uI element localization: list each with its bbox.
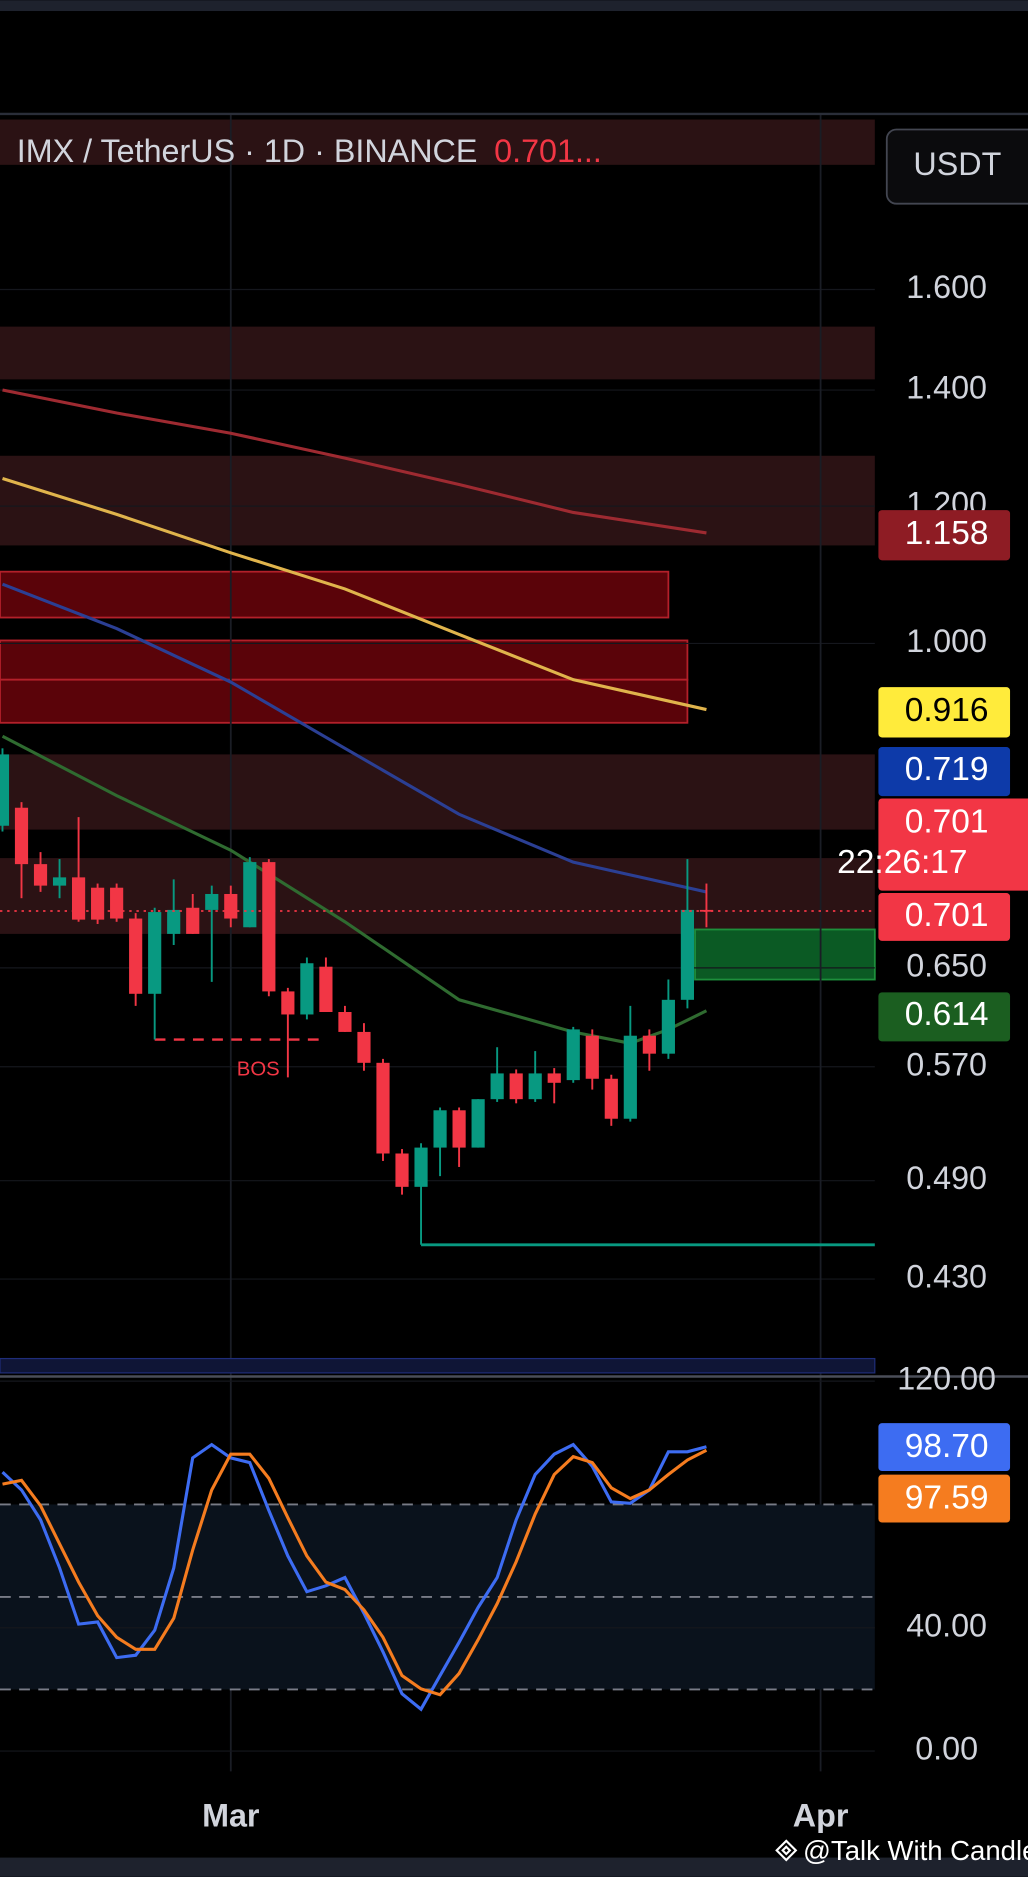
moving-average (2, 388, 707, 535)
candle-body (14, 807, 29, 865)
moving-average (2, 476, 707, 712)
candle-body (699, 909, 714, 912)
candle-body (661, 999, 675, 1054)
candle-body (414, 1147, 428, 1187)
candle-body (52, 877, 67, 886)
candle-body (224, 893, 238, 919)
zone (0, 326, 875, 380)
price-label-box (878, 510, 1011, 561)
price-label-box (878, 992, 1011, 1042)
y-tick-label: 0.00 (915, 1731, 978, 1767)
value-label: 98.70 (905, 1428, 989, 1465)
price-label: 0.916 (905, 692, 989, 729)
candle-body (129, 918, 143, 994)
price-label-box (878, 798, 1028, 891)
watermark: @Talk With Candle (803, 1835, 1028, 1866)
candle-body (376, 1062, 390, 1154)
candle-body (490, 1073, 504, 1100)
price-label: 0.701 (905, 897, 989, 934)
value-label-box (878, 1474, 1011, 1523)
candle-body (243, 862, 257, 928)
y-tick-label: 0.430 (906, 1259, 987, 1295)
level-band (0, 1504, 875, 1690)
y-tick-label: 0.490 (906, 1160, 987, 1196)
oscillator-pane (0, 1380, 875, 1752)
zone (0, 570, 670, 619)
candle-body (585, 1035, 599, 1079)
price-label-box (878, 893, 1011, 941)
countdown: 22:26:17 (837, 844, 967, 881)
candle-body (319, 966, 333, 1013)
candle-body (0, 754, 10, 826)
price-label-box (878, 747, 1011, 797)
y-tick-label: 120.00 (897, 1361, 996, 1397)
currency-button[interactable] (885, 128, 1028, 205)
y-tick-label: 1.000 (906, 623, 987, 659)
candle-body (91, 887, 105, 920)
candle-body (33, 864, 48, 886)
y-tick-label: 0.650 (906, 947, 987, 983)
watermark-icon (775, 1839, 798, 1862)
value-label: 97.59 (905, 1480, 989, 1517)
y-tick-label: 1.400 (906, 370, 987, 406)
candle-body (452, 1110, 466, 1148)
candle-body (471, 1099, 485, 1148)
zone (694, 928, 876, 981)
value-label-box (878, 1423, 1011, 1472)
candle-body (281, 991, 295, 1015)
candle-body (642, 1035, 656, 1054)
candle-body (186, 907, 200, 934)
x-tick-label: Mar (202, 1798, 260, 1834)
candle-body (338, 1012, 352, 1032)
price-label-box (878, 687, 1011, 738)
overlay: IMX / TetherUS · 1D · BINANCE 0.701... U… (17, 128, 1028, 1834)
price-label: 0.701 (905, 803, 989, 840)
moving-average (1, 734, 708, 1045)
zone (0, 754, 875, 830)
y-tick-label: 0.570 (906, 1046, 987, 1082)
candle-body (205, 893, 219, 910)
candle-body (395, 1153, 409, 1187)
candle-body (148, 912, 162, 994)
candle-body (547, 1073, 561, 1083)
currency-button-label[interactable]: USDT (913, 146, 1001, 182)
oscillator-line (2, 1448, 708, 1697)
candle-body (110, 887, 124, 919)
candle-body (262, 862, 276, 992)
candle-body (71, 877, 86, 920)
zone (0, 639, 689, 681)
bos-label: BOS (237, 1058, 280, 1080)
x-tick-label: Apr (793, 1798, 849, 1834)
price-pane: BOS1.6001.4001.2001.0000.6500.5700.4900.… (0, 113, 987, 1772)
candle-body (566, 1029, 580, 1081)
zone (0, 455, 875, 546)
symbol-title: IMX / TetherUS · 1D · BINANCE (17, 133, 478, 169)
moving-average (1, 582, 707, 894)
zone (0, 678, 689, 724)
zone (0, 858, 875, 934)
candle-body (528, 1073, 542, 1100)
top-bar (0, 0, 1028, 12)
price-label: 1.158 (905, 515, 989, 552)
header-price: 0.701... (494, 133, 602, 169)
candle-body (623, 1035, 637, 1119)
pane-band (0, 1357, 876, 1374)
price-label: 0.719 (905, 751, 989, 788)
candle-body (357, 1031, 371, 1063)
candle-body (433, 1110, 447, 1148)
candle-body (167, 909, 181, 934)
candle-body (509, 1073, 523, 1100)
zone (0, 119, 875, 165)
candle-body (604, 1078, 618, 1119)
bottom-bar (0, 1857, 1028, 1877)
price-label: 0.614 (905, 996, 989, 1033)
candle-body (680, 909, 694, 1000)
y-tick-label: 40.00 (906, 1607, 987, 1643)
candle-body (300, 963, 314, 1015)
y-tick-label: 1.600 (906, 269, 987, 305)
